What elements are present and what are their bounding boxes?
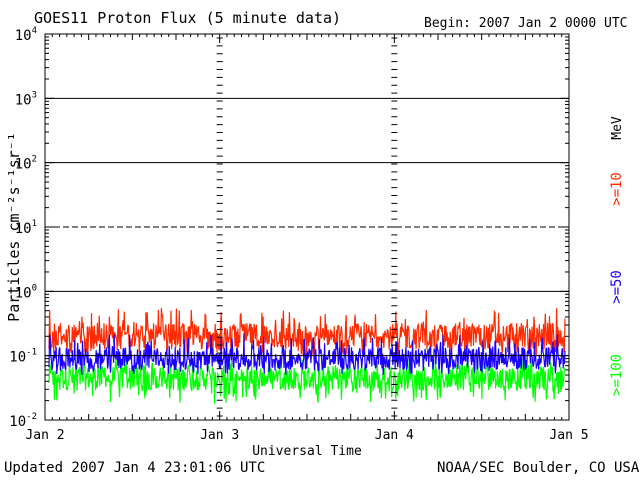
series-line-ge50 bbox=[48, 333, 566, 375]
legend-label-ge10: >=10 bbox=[609, 172, 625, 206]
series-line-ge100 bbox=[48, 358, 566, 404]
y-tick-label: 100 bbox=[15, 283, 37, 301]
y-tick-label: 101 bbox=[15, 219, 37, 237]
series-layer bbox=[48, 308, 566, 404]
y-tick-label: 104 bbox=[15, 26, 37, 44]
y-tick-label: 10-2 bbox=[9, 412, 37, 430]
x-tick-label: Jan 4 bbox=[375, 428, 414, 443]
legend-unit: MeV bbox=[610, 116, 625, 140]
y-tick-label: 103 bbox=[15, 90, 37, 108]
x-tick-label: Jan 3 bbox=[200, 428, 239, 443]
legend-label-ge100: >=100 bbox=[609, 354, 625, 396]
begin-time-label: Begin: 2007 Jan 2 0000 UTC bbox=[424, 16, 628, 31]
updated-timestamp: Updated 2007 Jan 4 23:01:06 UTC bbox=[4, 460, 266, 476]
credit-label: NOAA/SEC Boulder, CO USA bbox=[437, 460, 640, 476]
chart-title: GOES11 Proton Flux (5 minute data) bbox=[34, 9, 342, 27]
grid-layer bbox=[45, 37, 569, 417]
x-tick-label: Jan 2 bbox=[25, 428, 64, 443]
legend-label-ge50: >=50 bbox=[609, 270, 625, 304]
label-layer: 10-2 10-1 100 101 102 103 104 Jan 2 Jan 3 Jan 4 Ja… bbox=[5, 26, 589, 459]
tick-layer bbox=[44, 33, 570, 421]
x-axis-label: Universal Time bbox=[252, 444, 362, 459]
series-line-ge10 bbox=[48, 308, 566, 356]
legend-layer: >=10 >=50 >=100 MeV bbox=[609, 116, 625, 396]
x-tick-label: Jan 5 bbox=[549, 428, 588, 443]
y-tick-label: 102 bbox=[15, 155, 37, 173]
y-axis-label: Particles cm⁻²s⁻¹sr⁻¹ bbox=[5, 132, 23, 322]
y-tick-label: 10-1 bbox=[9, 348, 37, 366]
